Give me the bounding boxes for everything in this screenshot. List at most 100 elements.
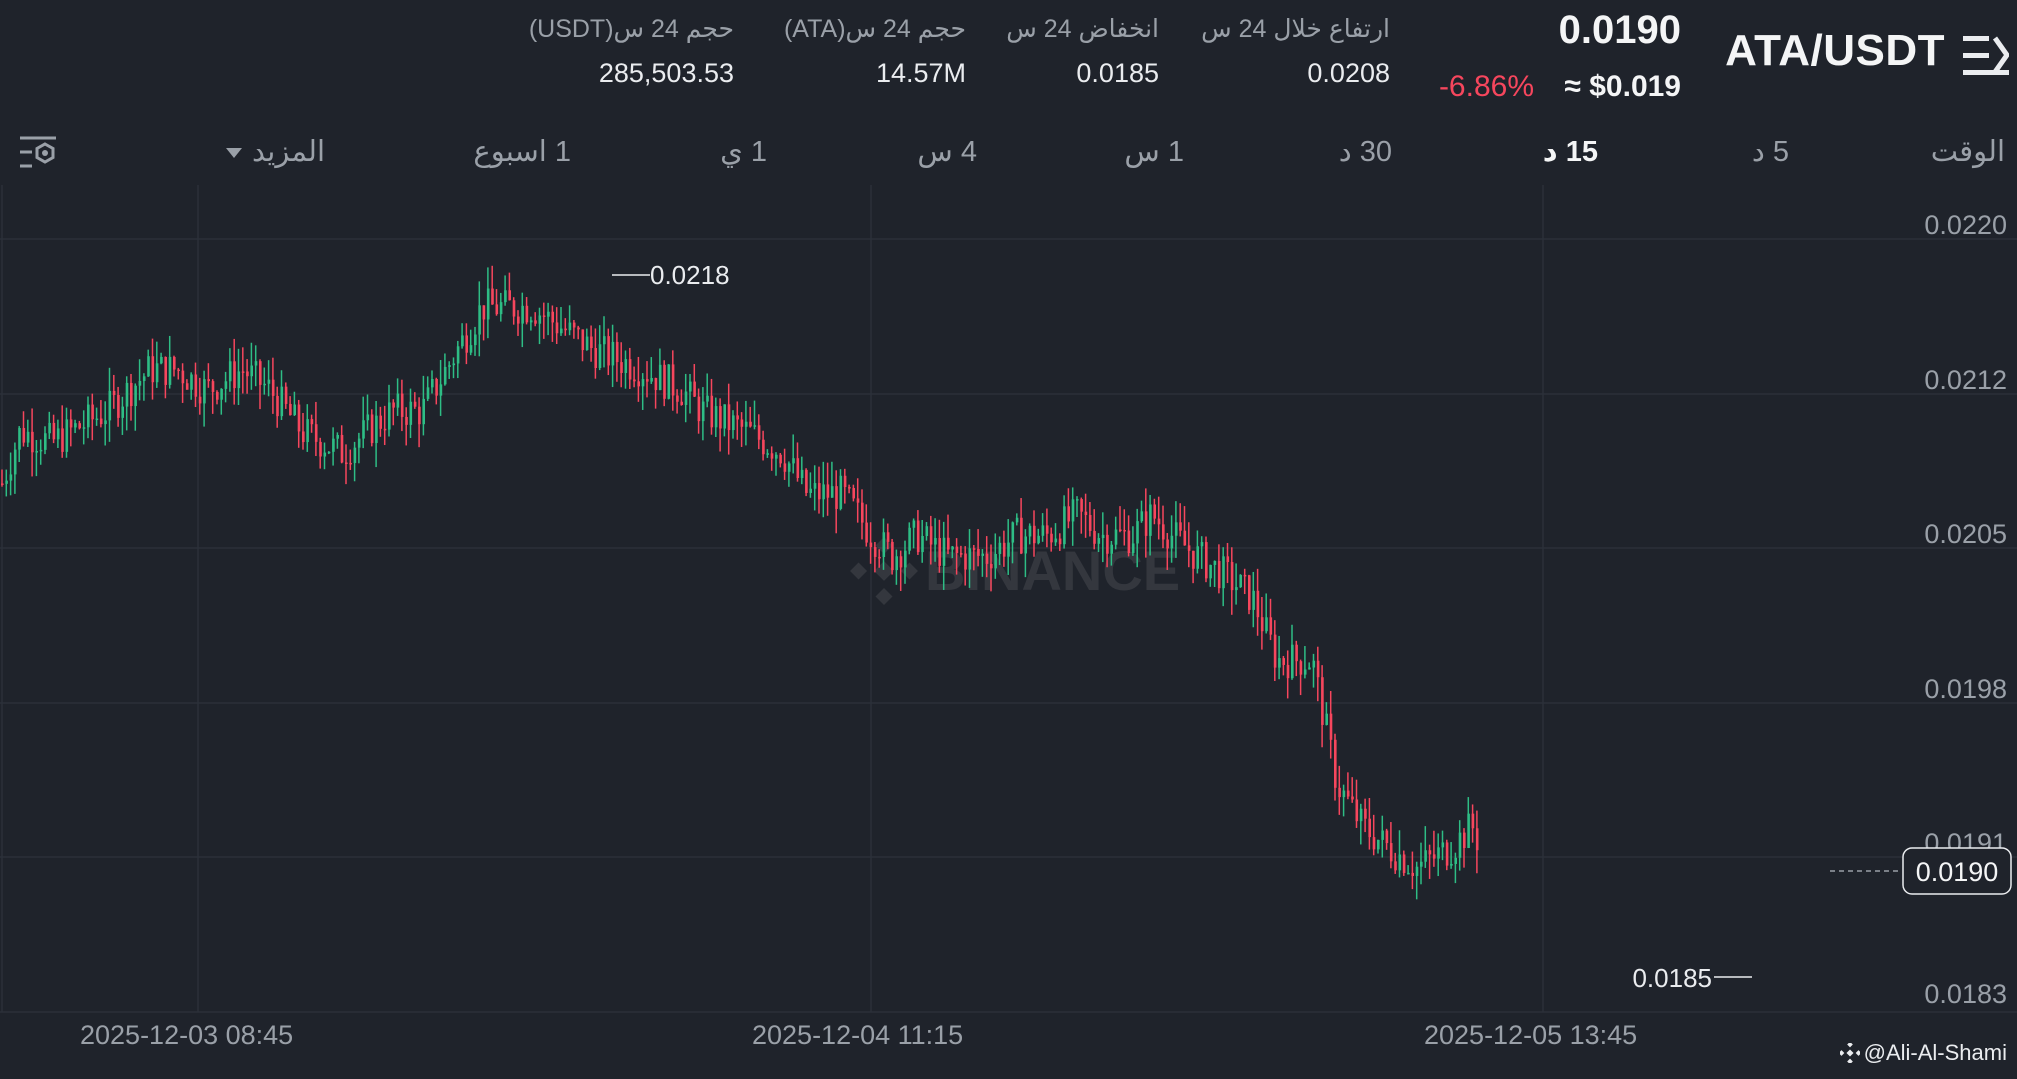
candle-down [1286,664,1290,679]
candle-up [568,322,572,331]
candle-down [1368,818,1371,838]
candle-down [1445,842,1449,866]
candle-up [9,474,13,481]
candle-up [1342,790,1346,798]
candle-down [783,463,787,472]
candle-up [1278,658,1281,668]
candle-down [314,424,318,442]
candle-down [1432,854,1436,859]
candle-up [1398,854,1402,871]
candle-up [942,537,946,566]
candle-up [44,433,47,450]
candle-down [990,563,993,569]
candle-down [284,386,288,404]
candle-down [1162,524,1165,540]
candle-down [736,415,739,420]
candle-up [809,488,812,493]
candle-down [517,316,520,324]
candle-down [1269,617,1273,635]
price-tick: 0.0205 [1924,519,2007,549]
tab-time[interactable]: الوقت [1930,136,2005,168]
candle-up [456,346,460,364]
candle-up [968,548,972,570]
candle-up [237,371,241,389]
candle-up [1015,517,1019,523]
candle-up [1101,534,1105,539]
candle-down [1093,530,1096,544]
candle-down [151,356,155,383]
high-marker: 0.0218 [612,260,730,290]
tab-15m[interactable]: 15 د [1542,136,1598,168]
candle-up [951,546,954,550]
candles-layer [1,265,1479,900]
tab-1h[interactable]: 1 س [1124,136,1184,168]
tab-more[interactable]: المزيد [216,134,325,169]
candle-down [405,416,408,425]
tab-1w[interactable]: 1 اسبوع [473,136,571,168]
stat-value-24h-high: 0.0208 [1307,58,1390,88]
candle-up [714,406,718,428]
candle-up [357,438,361,448]
tab-1d[interactable]: 1 ي [720,136,767,168]
time-axis-label: 2025-12-04 11:15 [752,1020,964,1050]
candle-down [1243,574,1247,577]
candle-down [1217,560,1221,589]
candle-up [362,420,365,439]
chart-settings-icon[interactable] [18,134,58,170]
candle-up [39,449,43,452]
candle-up [998,542,1002,554]
candle-down [1402,854,1406,873]
candle-down [1372,837,1376,850]
candle-down [1299,661,1303,675]
candle-up [250,365,253,377]
candle-down [1119,529,1122,532]
candle-up [1424,850,1427,862]
candle-down [779,454,782,464]
candle-down [899,556,903,568]
candle-up [478,305,481,335]
candle-down [1205,542,1208,579]
candle-up [787,463,791,472]
candlestick-chart[interactable]: BINANCE 0.0220 0.0212 0.0205 0.0198 0.01… [0,185,2017,1015]
candle-up [1454,857,1457,864]
candle-up [1235,587,1238,591]
stat-value-24h-vol-usdt: 285,503.53 [598,58,734,88]
candle-down [843,475,847,488]
candle-up [267,379,271,384]
candle-up [82,427,86,429]
candle-up [1415,866,1419,876]
candle-up [56,428,60,440]
candle-up [74,423,77,428]
candle-down [241,371,245,373]
candle-down [1463,832,1466,848]
candle-up [689,381,692,392]
candle-down [383,428,387,431]
candle-up [641,379,645,387]
candle-up [190,374,193,390]
candle-up [658,364,662,391]
candle-down [964,553,967,570]
candle-down [491,288,494,305]
tab-30m[interactable]: 30 د [1338,136,1392,168]
candle-down [1045,525,1049,534]
candle-up [1420,861,1423,867]
tab-4h[interactable]: 4 س [917,136,977,168]
candle-up [431,379,434,388]
candle-down [78,423,81,429]
candle-up [1308,667,1311,670]
candle-down [740,419,744,427]
candle-up [228,361,232,382]
candle-down [61,428,64,452]
candle-down [1179,522,1182,531]
candle-up [624,359,628,373]
candle-down [1329,713,1333,740]
candle-down [194,374,198,397]
menu-icon[interactable] [1963,34,2009,78]
tab-5m[interactable]: 5 د [1751,136,1789,168]
candle-up [1222,556,1225,589]
candle-down [1355,799,1359,822]
candle-up [701,401,705,422]
pair-title[interactable]: ATA/USDT [1725,26,1945,75]
candle-down [289,403,292,416]
candle-down [130,382,133,407]
